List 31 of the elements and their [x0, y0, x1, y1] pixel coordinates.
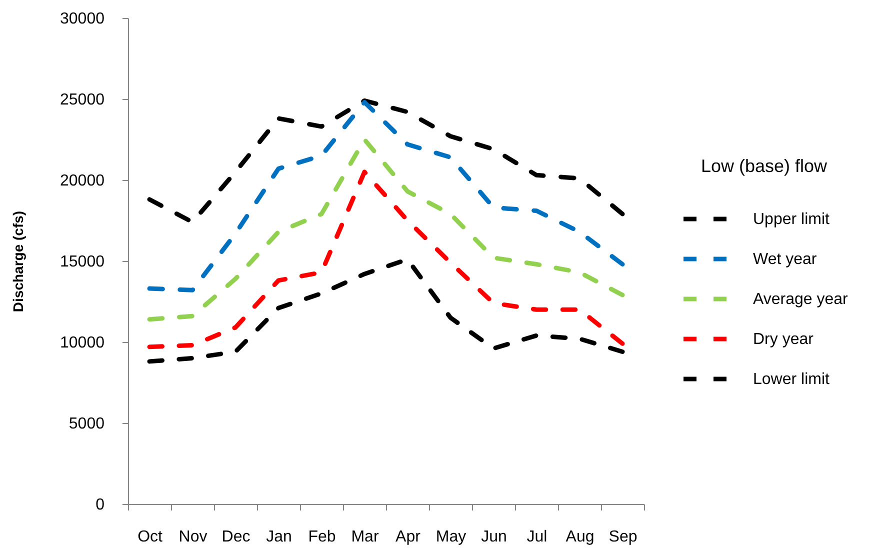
line-series: [147, 257, 625, 364]
y-tick-label: 20000: [60, 172, 105, 190]
x-tick-label: Jul: [526, 528, 548, 546]
x-tick-label: Dec: [222, 528, 250, 546]
x-tick-label: Nov: [178, 528, 208, 546]
legend-label: Wet year: [753, 250, 818, 268]
y-tick-label: 25000: [60, 92, 105, 108]
line-series: [147, 170, 625, 350]
y-axis-title: Discharge (cfs): [10, 210, 26, 312]
x-tick-label: Apr: [396, 528, 422, 546]
x-tick-label: Aug: [566, 528, 594, 546]
legend-title: Low (base) flow: [700, 156, 828, 176]
x-tick-label: Feb: [308, 528, 336, 546]
x-tick-label: Oct: [138, 528, 163, 546]
line-series: [147, 100, 625, 292]
legend-label: Lower limit: [753, 370, 830, 388]
y-tick-label: 5000: [68, 416, 105, 432]
line-series: [147, 137, 625, 322]
x-tick-label: Mar: [351, 528, 380, 546]
legend-label: Average year: [753, 290, 849, 308]
y-tick-label: 15000: [60, 254, 105, 270]
y-tick-label: 30000: [60, 10, 105, 28]
y-tick-label: 10000: [60, 334, 105, 352]
legend-label: Dry year: [753, 330, 814, 348]
x-tick-label: May: [436, 528, 466, 546]
line-series: [147, 98, 625, 224]
x-tick-label: Jan: [266, 528, 292, 546]
legend-label: Upper limit: [753, 210, 830, 228]
x-tick-label: Sep: [608, 528, 638, 546]
x-tick-label: Jun: [481, 528, 507, 546]
y-tick-label: 0: [96, 496, 105, 514]
